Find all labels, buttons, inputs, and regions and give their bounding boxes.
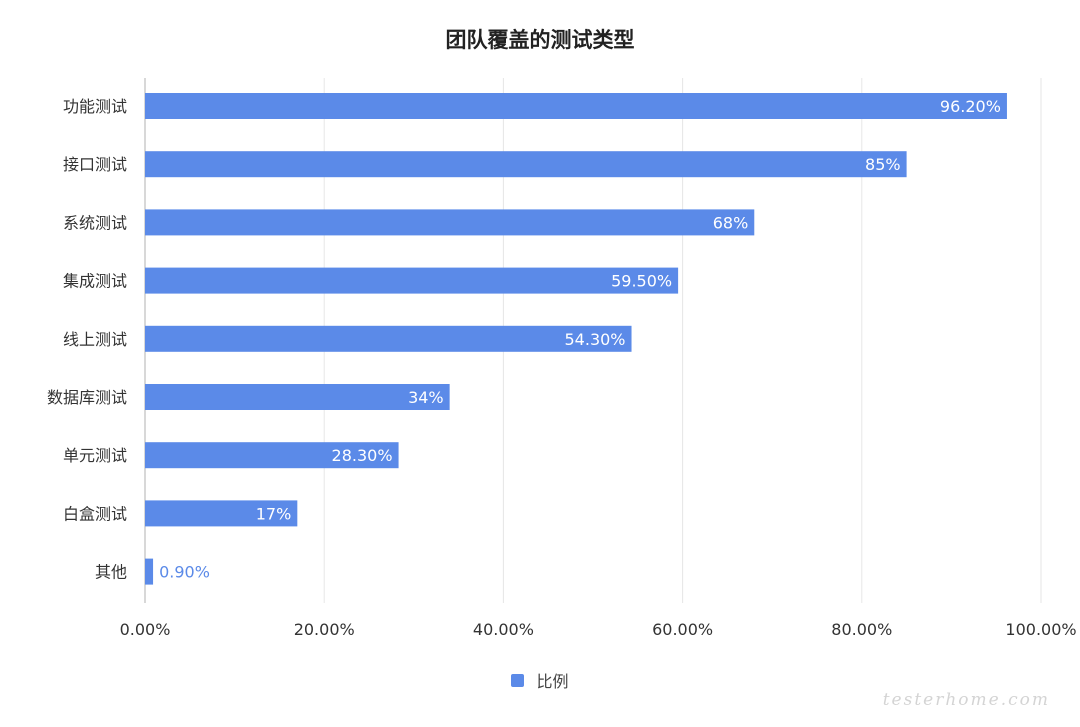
category-label: 其他 xyxy=(95,563,127,582)
bar xyxy=(145,267,679,294)
bar xyxy=(145,384,450,410)
x-tick-label: 40.00% xyxy=(473,620,534,639)
data-label: 17% xyxy=(256,504,292,523)
data-label: 59.50% xyxy=(611,272,672,291)
data-label: 0.90% xyxy=(159,563,210,582)
category-label: 系统测试 xyxy=(63,213,127,232)
category-label: 单元测试 xyxy=(63,446,127,465)
bar xyxy=(145,93,1007,119)
legend-swatch xyxy=(511,673,525,687)
bars xyxy=(145,93,1007,585)
data-label: 34% xyxy=(408,388,444,407)
x-tick-label: 80.00% xyxy=(831,620,892,639)
category-label: 线上测试 xyxy=(63,330,127,349)
data-label: 85% xyxy=(865,155,901,174)
category-label: 接口测试 xyxy=(63,155,127,174)
bar xyxy=(145,325,632,352)
x-tick-label: 100.00% xyxy=(1005,620,1076,639)
category-label: 数据库测试 xyxy=(47,388,127,407)
legend-label: 比例 xyxy=(536,672,569,691)
bar xyxy=(145,151,907,178)
category-label: 集成测试 xyxy=(63,272,127,291)
bar xyxy=(145,558,154,585)
labels: 0.00% 20.00% 40.00% 60.00% 80.00% 100.00% 功能测试… xyxy=(47,97,1077,639)
watermark: testerhome.com xyxy=(882,690,1050,710)
category-label: 白盒测试 xyxy=(63,504,127,523)
data-label: 68% xyxy=(713,213,749,232)
bar xyxy=(145,209,755,236)
category-label: 功能测试 xyxy=(63,97,127,116)
data-label: 96.20% xyxy=(940,97,1001,116)
data-label: 28.30% xyxy=(332,446,393,465)
legend: 比例 xyxy=(0,668,1080,692)
x-tick-label: 20.00% xyxy=(294,620,355,639)
x-tick-label: 60.00% xyxy=(652,620,713,639)
chart-title: 团队覆盖的测试类型 xyxy=(445,28,635,52)
x-tick-label: 0.00% xyxy=(120,620,171,639)
bar xyxy=(145,500,298,527)
data-label: 54.30% xyxy=(565,330,626,349)
bar xyxy=(145,442,399,469)
